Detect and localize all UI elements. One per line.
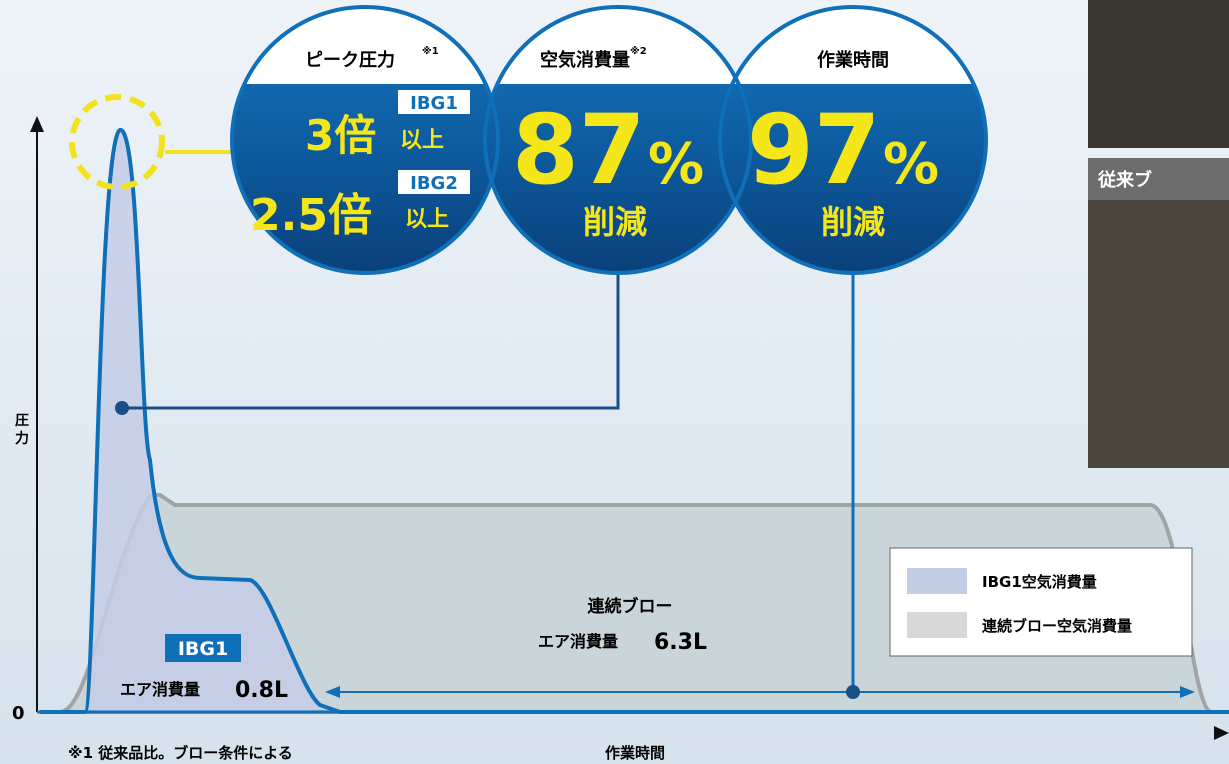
legend-label: IBG1空気消費量	[982, 573, 1097, 591]
value: 87	[512, 94, 646, 206]
value: 3倍	[305, 111, 376, 160]
photo	[1088, 200, 1229, 468]
label: 連続ブロー	[588, 596, 673, 617]
circle-title: 空気消費量	[540, 49, 630, 71]
note: ※1	[422, 45, 439, 57]
legend	[890, 548, 1192, 656]
label: エア消費量	[538, 632, 618, 651]
sub: 削減	[821, 203, 885, 241]
value: 97	[747, 94, 881, 206]
label-value: 6.3L	[654, 630, 707, 655]
legend-label: 連続ブロー空気消費量	[982, 617, 1132, 635]
sub: 削減	[583, 203, 647, 241]
note: ※2	[630, 45, 647, 57]
suffix: 以上	[405, 207, 449, 232]
tag-text: IBG2	[410, 173, 458, 194]
circle-title: 作業時間	[817, 49, 889, 71]
legend-swatch	[907, 568, 967, 594]
photo	[1088, 0, 1229, 148]
footnote: ※1 従来品比。ブロー条件による	[68, 744, 293, 762]
zero-label: 0	[12, 703, 25, 724]
tag-text: IBG1	[178, 638, 228, 660]
y-label: 圧	[15, 413, 29, 429]
unit: %	[648, 132, 704, 197]
suffix: 以上	[400, 128, 444, 153]
dot	[115, 401, 129, 415]
photo-caption: 従来ブ	[1097, 169, 1152, 191]
x-label: 作業時間	[605, 744, 665, 762]
unit: %	[883, 132, 939, 197]
tag-text: IBG1	[410, 93, 458, 114]
y-label: 力	[15, 430, 29, 447]
value: 2.5倍	[250, 190, 372, 241]
dot	[846, 685, 860, 699]
infographic: 従来ブ 圧 力 0 作業時間 ※1 従来品比。ブロー条件による IBG1 エア消…	[0, 0, 1229, 764]
label-value: 0.8L	[235, 678, 288, 703]
legend-swatch	[907, 612, 967, 638]
label: エア消費量	[120, 680, 200, 699]
circle-title: ピーク圧力	[305, 50, 395, 71]
